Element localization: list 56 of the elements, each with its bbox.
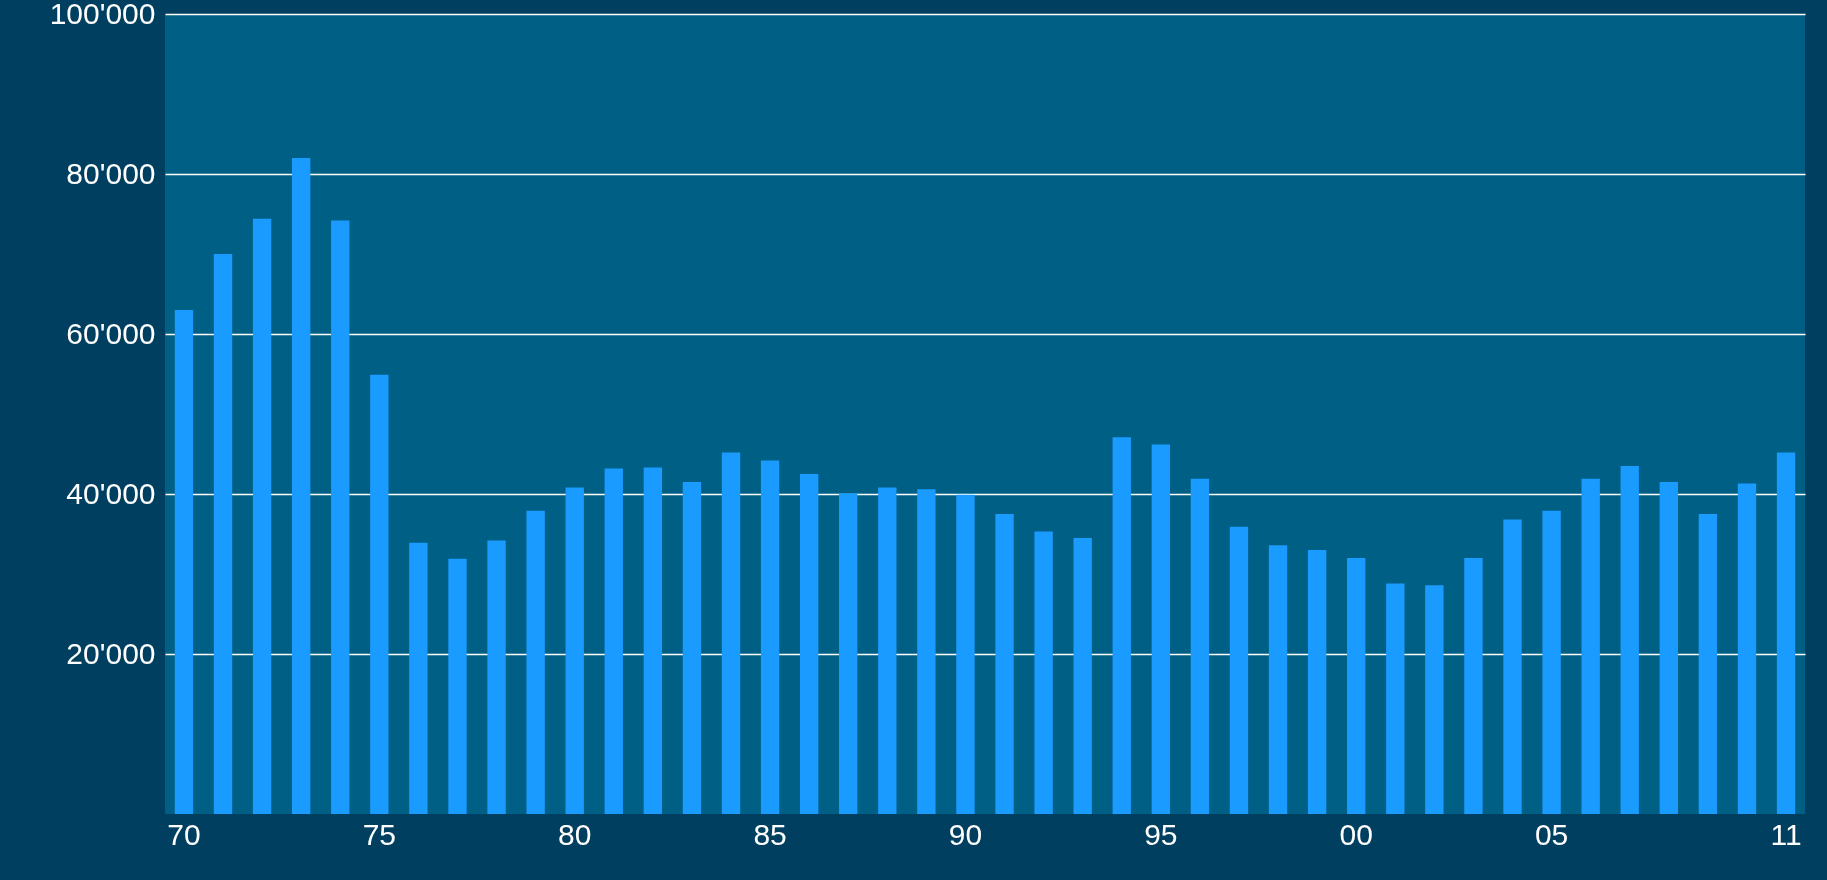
y-tick-label: 100'000 [49,0,156,30]
bar [370,374,389,814]
bar [174,310,194,814]
x-tick-label: 05 [1534,817,1569,851]
bar [1581,478,1600,814]
bar [1659,482,1678,814]
bar [1620,466,1639,814]
bar [1112,437,1131,814]
x-tick-label: 80 [558,817,592,851]
bar [1737,483,1757,814]
bar [878,487,897,814]
bar [682,482,702,814]
bar [1268,545,1288,814]
bar [1542,510,1561,814]
bar [1425,585,1444,814]
bar [448,558,467,814]
bar [995,514,1014,814]
y-tick-label: 80'000 [66,156,156,190]
bar [956,494,975,814]
x-tick-label: 75 [362,817,397,851]
bar [526,510,545,814]
x-tick-label: 11 [1770,817,1802,851]
bar [760,460,780,814]
bar [1190,478,1210,814]
bar [1347,558,1366,814]
y-tick-label: 40'000 [66,476,156,510]
bar [252,218,272,814]
bar [1464,558,1483,814]
bar [1503,519,1522,814]
x-tick-label: 70 [167,817,201,851]
y-tick-label: 60'000 [66,316,156,350]
bar [1073,538,1092,814]
bar [1698,514,1718,814]
bar [409,542,428,814]
bar [1229,526,1249,814]
bar [643,467,663,814]
bar [565,487,584,814]
bar [213,254,233,814]
bar [604,468,623,814]
bar [1307,550,1327,814]
bar [1386,583,1405,814]
bar [839,493,858,814]
bar [1034,531,1053,814]
bar [487,540,506,814]
x-tick-label: 90 [948,817,983,851]
x-tick-label: 00 [1339,817,1373,851]
bar [292,158,311,814]
bar [799,474,819,814]
bar [1776,452,1796,814]
bar [917,489,936,814]
x-tick-label: 85 [753,817,787,851]
x-tick-label: 95 [1144,817,1178,851]
bar [721,452,741,814]
bar [1151,444,1171,814]
bar [331,220,350,814]
y-tick-label: 20'000 [66,636,156,670]
